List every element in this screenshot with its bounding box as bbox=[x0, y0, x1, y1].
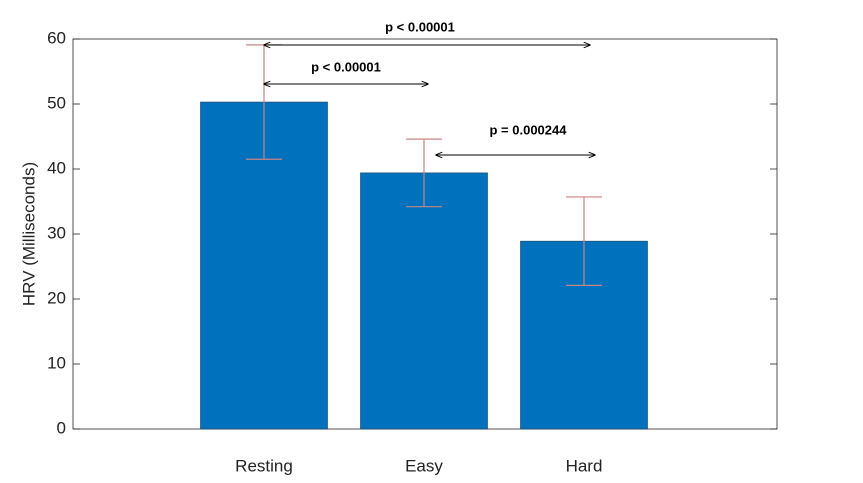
y-tick-label: 10 bbox=[47, 353, 66, 372]
y-tick-label: 50 bbox=[47, 93, 66, 112]
error-bar bbox=[406, 138, 442, 208]
bar bbox=[360, 172, 488, 430]
annotation: p < 0.00001 bbox=[385, 19, 455, 34]
y-tick-label: 20 bbox=[47, 288, 66, 307]
x-tick-label: Hard bbox=[566, 456, 603, 475]
y-tick-label: 60 bbox=[47, 28, 66, 47]
y-tick-label: 0 bbox=[57, 418, 66, 437]
y-axis-label: HRV (Milliseconds) bbox=[19, 162, 38, 306]
annotation: p = 0.000244 bbox=[490, 122, 568, 137]
error-bar bbox=[566, 196, 602, 286]
y-tick-label: 40 bbox=[47, 158, 66, 177]
annotation: p < 0.00001 bbox=[311, 59, 381, 74]
x-tick-label: Easy bbox=[405, 456, 443, 475]
y-tick-label: 30 bbox=[47, 223, 66, 242]
x-tick-label: Resting bbox=[235, 456, 293, 475]
